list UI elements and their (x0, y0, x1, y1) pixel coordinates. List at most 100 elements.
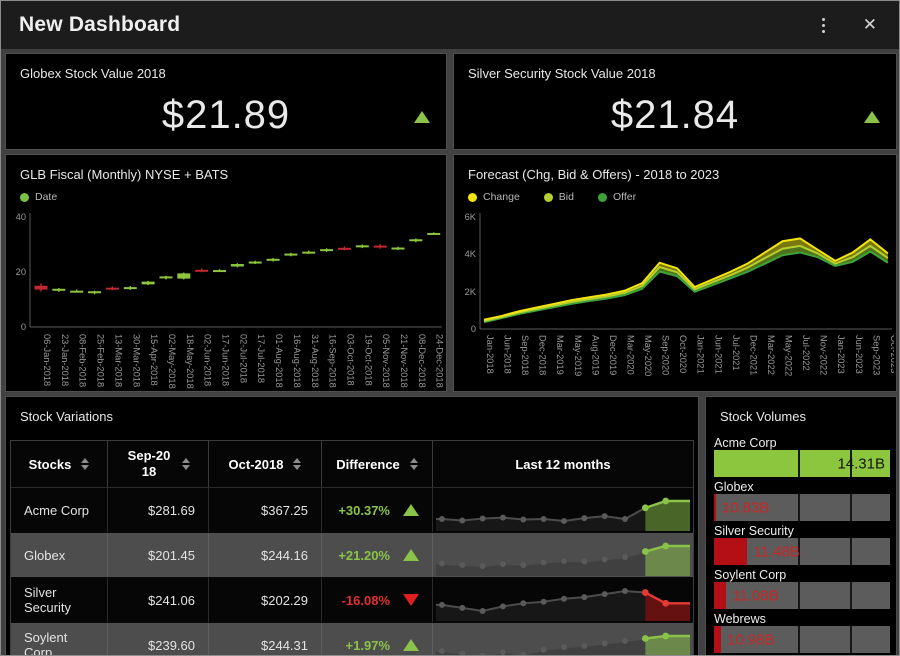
oct-value-cell: $202.29 (209, 578, 322, 622)
axis-tick-label: 08-Dec-2018 (417, 334, 427, 388)
sparkline-point (662, 599, 670, 607)
kpi-title: Globex Stock Value 2018 (20, 66, 166, 81)
trend-down-icon (403, 594, 419, 606)
axis-tick-label: 23-Jan-2018 (60, 334, 70, 386)
sparkline-point (581, 643, 588, 649)
sort-icon[interactable] (81, 458, 90, 470)
gauge-fill-bar (714, 582, 727, 609)
sparkline-point (561, 558, 567, 564)
sparkline-point (459, 562, 466, 568)
legend-label: Bid (558, 191, 574, 203)
axis-tick-label: Nov-2022 (819, 335, 829, 375)
sparkline-point (622, 554, 628, 560)
gauge-fill-bar (714, 450, 890, 477)
axis-tick-label: Sep-2020 (661, 335, 671, 375)
table-row[interactable]: Globex $201.45 $244.16 +21.20% (11, 533, 693, 578)
axis-tick-label: 30-Mar-2018 (131, 334, 141, 387)
axis-tick-label: 01-Aug-2018 (274, 334, 284, 388)
axis-tick-label: Jun-2023 (854, 335, 864, 374)
candle-body (355, 245, 369, 248)
axis-tick-label: 31-Aug-2018 (310, 334, 320, 388)
candle-body (284, 253, 298, 256)
volume-gauge: 11.48B (714, 538, 890, 565)
column-header-oct-2018[interactable]: Oct-2018 (209, 441, 322, 487)
sparkline-point (641, 548, 649, 555)
candle-body (177, 273, 191, 279)
sparkline-point (479, 608, 486, 614)
volume-label: Globex (714, 480, 754, 494)
gauge-fill-bar (714, 626, 722, 653)
sparkline-point (520, 651, 527, 655)
trend-up-icon (403, 639, 419, 651)
candlestick-chart: 40 20 0 06-Jan-2018 23-Jan-2018 08-Feb-2018 25… (16, 212, 444, 389)
candle-body (123, 287, 137, 290)
column-header-stocks[interactable]: Stocks (11, 441, 108, 487)
axis-tick-label: Jan-2023 (836, 335, 846, 374)
sparkline-point (601, 556, 608, 563)
sparkline-chart (436, 497, 690, 531)
axis-tick-label: Jun-2021 (713, 335, 723, 374)
axis-tick-label: Sep-2018 (520, 335, 530, 375)
axis-tick-label: Dec-2018 (538, 335, 548, 375)
sparkline-point (520, 600, 527, 607)
cell-value: $202.29 (261, 592, 308, 608)
oct-value-cell: $244.31 (209, 623, 322, 655)
window-header: New Dashboard ✕ (1, 1, 899, 49)
sort-icon[interactable] (293, 458, 302, 470)
gauge-divider (850, 494, 853, 521)
volume-gauge: 10.83B (714, 494, 890, 521)
legend-item-bid[interactable]: Bid (543, 191, 574, 203)
sparkline-point (459, 650, 466, 655)
gauge-divider (797, 494, 800, 521)
sparkline-point (662, 632, 670, 640)
difference-cell: +21.20% (322, 533, 433, 577)
close-icon[interactable]: ✕ (859, 13, 881, 38)
table-row[interactable]: Soylent Corp $239.60 $244.31 +1.97% (11, 623, 693, 655)
sparkline-point (622, 516, 628, 523)
gauge-value: 11.08B (732, 587, 779, 604)
legend-item-date[interactable]: Date (20, 191, 57, 203)
gauge-value: 11.48B (753, 543, 800, 560)
kebab-menu-icon[interactable] (818, 14, 829, 37)
sort-icon[interactable] (409, 458, 418, 470)
candle-body (337, 247, 351, 250)
cell-value: $367.25 (261, 502, 308, 518)
kpi-title: Silver Security Stock Value 2018 (468, 66, 656, 81)
stock-name-cell: Soylent Corp (11, 623, 108, 655)
sparkline-point (499, 649, 506, 655)
table-row[interactable]: Acme Corp $281.69 $367.25 +30.37% (11, 488, 693, 533)
column-label: Oct-2018 (228, 456, 284, 472)
legend-label: Change (483, 191, 520, 203)
column-header-sep-2018[interactable]: Sep-2018 (108, 441, 209, 487)
column-header-difference[interactable]: Difference (322, 441, 433, 487)
sparkline-point (622, 638, 628, 644)
axis-tick-label: 02-Jul-2018 (238, 334, 248, 383)
sparkline-chart (436, 588, 690, 621)
sparkline-point (641, 589, 649, 596)
legend-item-change[interactable]: Change (468, 191, 520, 203)
candle-body (213, 270, 226, 273)
difference-cell: -16.08% (322, 578, 433, 622)
legend-item-offer[interactable]: Offer (597, 191, 636, 203)
axis-tick-label: 15-Apr-2018 (149, 334, 159, 386)
stock-name: Acme Corp (24, 502, 90, 518)
sparkline-chart (436, 632, 690, 655)
sort-icon[interactable] (182, 458, 190, 470)
legend-dot-icon (20, 192, 29, 202)
volume-gauge-list: Acme Corp 14.31B Globex 10.83B Silver Securi… (706, 433, 896, 653)
stock-name-cell: Acme Corp (11, 488, 108, 532)
table-row[interactable]: Silver Security $241.06 $202.29 -16.08% (11, 578, 693, 623)
stock-volumes-panel: Stock Volumes Acme Corp 14.31B Globex 10.83… (705, 396, 897, 655)
sparkline-point (540, 646, 547, 653)
candle-body (52, 288, 66, 291)
kpi-card-globex: Globex Stock Value 2018 $21.89 (5, 53, 447, 150)
chart-title: GLB Fiscal (Monthly) NYSE + BATS (20, 167, 229, 182)
axis-tick-label: 02-May-2018 (167, 334, 177, 389)
axis-tick-label: 16-Aug-2018 (292, 334, 302, 388)
column-header-last-12-months: Last 12 months (433, 441, 693, 487)
candle-body (159, 276, 173, 279)
legend-label: Date (35, 191, 58, 203)
axis-tick-label: Jan-2018 (485, 335, 495, 374)
axis-tick-label: Dec-2019 (608, 335, 618, 375)
sparkline-point (520, 562, 527, 568)
